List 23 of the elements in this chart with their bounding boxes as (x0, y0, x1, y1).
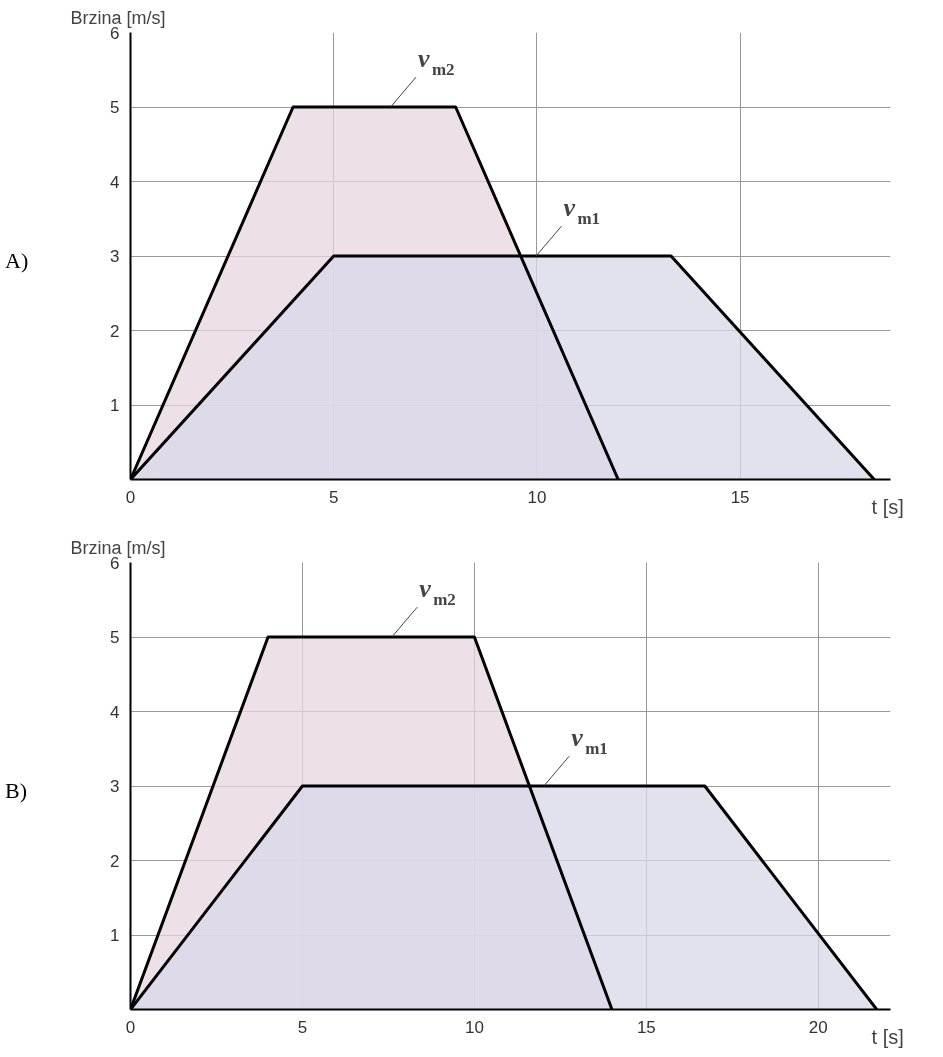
y-tick-label: 4 (110, 172, 120, 192)
y-tick-label: 1 (110, 926, 120, 945)
y-tick-label: 4 (110, 702, 120, 722)
x-tick-label: 5 (297, 1017, 308, 1037)
y-tick-label: 2 (110, 851, 120, 871)
x-tick-label: 10 (527, 487, 547, 507)
x-tick-label: 15 (636, 1017, 656, 1037)
y-tick-label: 5 (110, 98, 120, 117)
y-tick-label: 1 (110, 396, 120, 415)
text: B) (5, 777, 27, 805)
x-tick-label: 0 (125, 487, 136, 507)
x-tick-label: 0 (125, 1017, 136, 1037)
x-tick-label: 15 (730, 487, 750, 507)
x-axis-title: t [s] (871, 1025, 904, 1048)
y-tick-label: 2 (110, 321, 120, 341)
x-tick-label: 5 (328, 487, 339, 507)
text: A) (5, 247, 29, 275)
x-axis-title: t [s] (871, 495, 904, 518)
x-tick-label: 20 (808, 1017, 828, 1037)
x-tick-label: 10 (464, 1017, 484, 1037)
y-tick-label: 3 (110, 777, 120, 796)
y-tick-label: 3 (110, 247, 120, 266)
y-tick-label: 5 (110, 628, 120, 647)
